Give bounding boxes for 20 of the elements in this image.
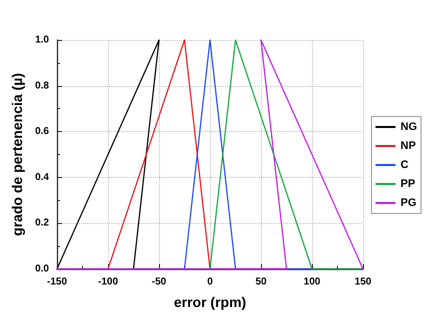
y-tick-label: 1.0 (35, 34, 50, 46)
x-tick-label: 100 (304, 276, 321, 288)
x-tick-label: -150 (46, 276, 68, 288)
y-tick-label: 0.8 (35, 80, 50, 92)
legend-label: PG (400, 197, 416, 209)
y-tick-label: 0.2 (35, 218, 50, 229)
y-tick-label: 0.6 (35, 126, 50, 138)
x-tick-label: 0 (207, 276, 214, 288)
x-tick-label: -100 (98, 276, 118, 288)
x-tick-label: -50 (152, 276, 167, 288)
y-tick-label: 0.0 (35, 264, 50, 274)
x-tick-label: 150 (354, 276, 372, 288)
legend-label: PP (400, 178, 416, 190)
legend-label: NP (400, 140, 416, 152)
y-axis-title: grado de pertenencia (µ) (9, 73, 26, 236)
x-tick-label: 50 (255, 276, 267, 288)
legend-label: C (400, 159, 408, 171)
legend-label: NG (400, 121, 417, 133)
x-axis-title: error (rpm) (174, 294, 246, 310)
y-tick-label: 0.4 (35, 172, 50, 183)
